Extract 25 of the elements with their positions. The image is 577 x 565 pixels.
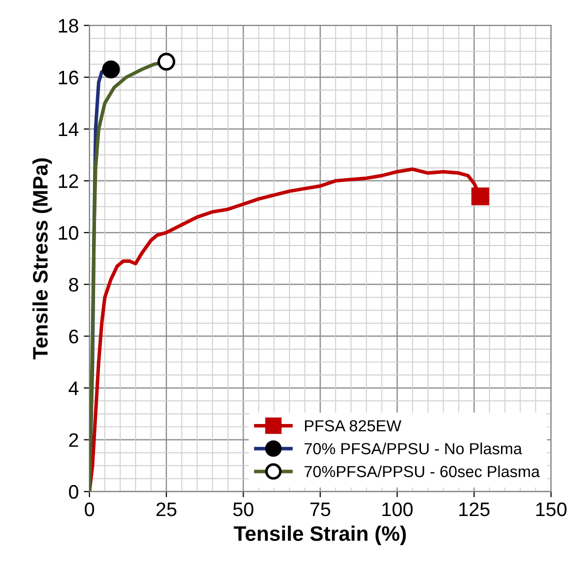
y-tick-label: 14 [58,122,78,136]
point [471,187,490,206]
y-tick-label: 6 [69,330,78,344]
legend-label: PFSA 825EW [305,420,402,432]
y-tick-label: 10 [58,226,78,240]
x-axis-title: Tensile Strain (%) [234,526,406,546]
point [102,60,120,78]
y-tick-label: 16 [58,70,78,84]
legend-label: 70%PFSA/PPSU - 60sec Plasma [304,465,540,478]
x-tick-label: 125 [459,502,490,516]
point [157,52,176,71]
x-tick-label: 75 [310,502,330,516]
y-tick-label: 8 [69,278,78,292]
y-axis-title: Tensile Stress (MPa) [32,158,52,360]
y-tick-label: 18 [58,18,78,33]
y-tick-label: 0 [68,485,78,499]
x-tick-label: 25 [156,502,176,516]
x-tick-label: 100 [382,502,413,516]
y-tick-label: 4 [68,382,78,396]
x-tick-label: 0 [84,502,94,516]
legend-label: 70% PFSA/PPSU - No Plasma [304,442,522,454]
x-tick-label: 50 [233,502,254,516]
y-tick-label: 12 [58,174,78,188]
y-tick-label: 2 [69,433,78,447]
x-tick-label: 150 [536,502,566,516]
